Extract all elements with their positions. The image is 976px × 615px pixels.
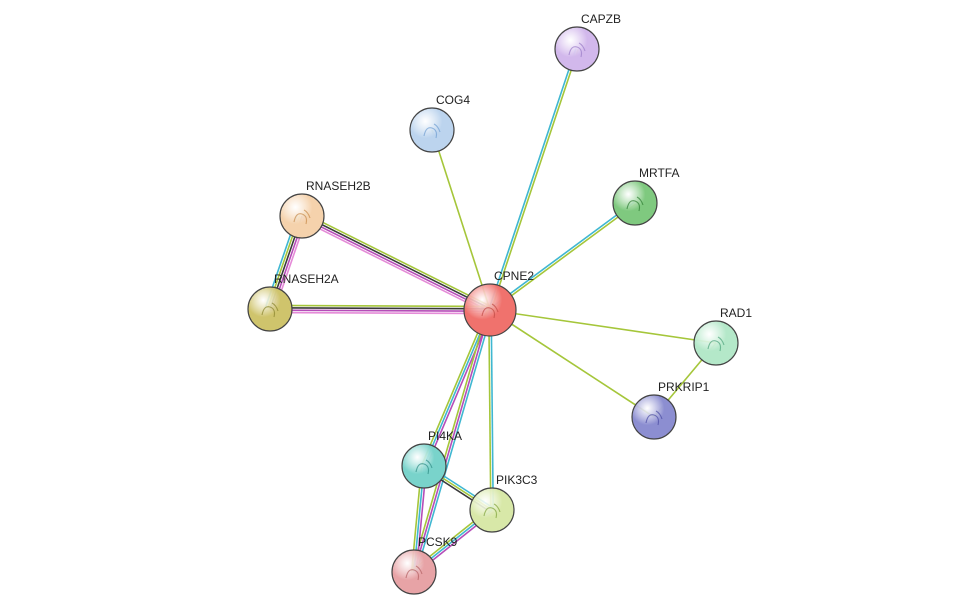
node-circle[interactable] — [694, 321, 738, 365]
edge-CPNE2-RNASEH2A — [270, 310, 490, 311]
node-label-PIK3C3: PIK3C3 — [496, 473, 538, 487]
edge-CPNE2-RNASEH2B — [301, 217, 489, 311]
node-MRTFA[interactable] — [613, 181, 657, 225]
node-RNASEH2A[interactable] — [248, 287, 292, 331]
node-label-RNASEH2B: RNASEH2B — [306, 179, 371, 193]
node-RAD1[interactable] — [694, 321, 738, 365]
edge-CPNE2-CAPZB — [489, 49, 576, 310]
node-CAPZB[interactable] — [555, 27, 599, 71]
edge-CPNE2-PIK3C3 — [491, 310, 493, 510]
node-PI4KA[interactable] — [402, 444, 446, 488]
node-RNASEH2B[interactable] — [280, 194, 324, 238]
node-circle[interactable] — [248, 287, 292, 331]
edge-CPNE2-RNASEH2A — [270, 305, 490, 306]
edge-CPNE2-PCSK9 — [416, 311, 492, 573]
edge-CPNE2-CAPZB — [491, 49, 578, 310]
node-circle[interactable] — [392, 550, 436, 594]
edge-CPNE2-PRKRIP1 — [490, 310, 654, 417]
node-circle[interactable] — [410, 108, 454, 152]
node-label-COG4: COG4 — [436, 93, 470, 107]
node-PRKRIP1[interactable] — [632, 395, 676, 439]
node-circle[interactable] — [464, 284, 516, 336]
edge-CPNE2-RNASEH2A — [270, 313, 490, 314]
edge-CPNE2-RAD1 — [490, 310, 716, 343]
edge-CPNE2-COG4 — [432, 130, 490, 310]
node-CPNE2[interactable] — [464, 284, 516, 336]
node-circle[interactable] — [280, 194, 324, 238]
node-circle[interactable] — [613, 181, 657, 225]
edge-CPNE2-PCSK9 — [414, 310, 490, 572]
node-label-RAD1: RAD1 — [720, 306, 752, 320]
labels-layer: CPNE2CAPZBCOG4MRTFARNASEH2BRNASEH2ARAD1P… — [274, 12, 752, 549]
edge-CPNE2-PCSK9 — [412, 309, 488, 571]
edge-CPNE2-MRTFA — [489, 202, 634, 309]
edge-CPNE2-RNASEH2B — [303, 215, 491, 309]
node-label-CAPZB: CAPZB — [581, 12, 621, 26]
edge-CPNE2-PIK3C3 — [489, 310, 491, 510]
edge-CPNE2-MRTFA — [491, 204, 636, 311]
edge-CPNE2-RNASEH2A — [270, 308, 490, 309]
node-circle[interactable] — [632, 395, 676, 439]
node-label-MRTFA: MRTFA — [639, 166, 679, 180]
node-PIK3C3[interactable] — [470, 488, 514, 532]
node-circle[interactable] — [402, 444, 446, 488]
node-COG4[interactable] — [410, 108, 454, 152]
edge-CPNE2-RNASEH2B — [300, 219, 488, 313]
protein-network: CPNE2CAPZBCOG4MRTFARNASEH2BRNASEH2ARAD1P… — [0, 0, 976, 615]
node-circle[interactable] — [555, 27, 599, 71]
node-PCSK9[interactable] — [392, 550, 436, 594]
node-circle[interactable] — [470, 488, 514, 532]
